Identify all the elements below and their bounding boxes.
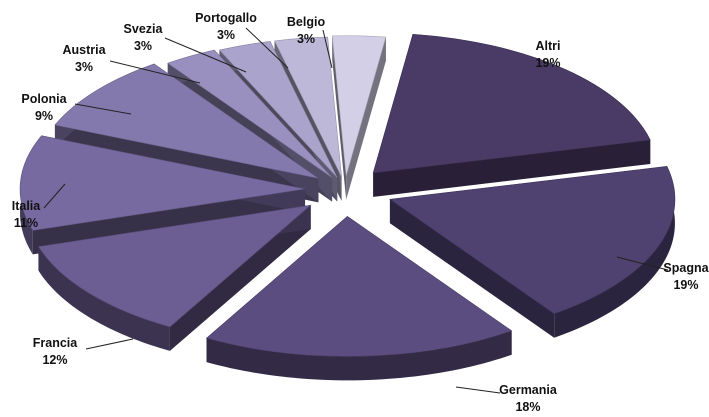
slice-label-altri: Altri	[536, 39, 561, 53]
slice-value-austria: 3%	[75, 60, 93, 74]
leader-line-portogallo	[245, 27, 289, 69]
leader-line-spagna	[616, 256, 669, 271]
slice-spagna	[389, 166, 676, 315]
slice-label-germania: Germania	[499, 383, 558, 397]
slice-value-belgio: 3%	[297, 32, 315, 46]
slice-value-portogallo: 3%	[217, 28, 235, 42]
slice-label-polonia: Polonia	[21, 92, 67, 106]
slice-rim	[554, 166, 675, 338]
slice-label-austria: Austria	[62, 43, 106, 57]
slice-rim	[38, 246, 170, 351]
slice-label-italia: Italia	[12, 199, 42, 213]
slice-value-spagna: 19%	[673, 278, 698, 292]
slice-portogallo	[274, 36, 342, 178]
slice-wall	[373, 139, 651, 197]
slice-value-francia: 12%	[42, 353, 67, 367]
slice-austria	[167, 49, 333, 178]
leader-line-belgio	[322, 29, 333, 69]
slice-labels: Altri 19% Spagna 19% Germania 18% Francia 12% It…	[12, 11, 709, 414]
slice-germania	[205, 215, 513, 357]
slice-value-altri: 19%	[535, 56, 560, 70]
slice-value-svezia: 3%	[134, 39, 152, 53]
slice-svezia	[218, 41, 338, 178]
slice-wall	[346, 37, 386, 200]
slice-value-italia: 11%	[14, 216, 38, 230]
slice-label-francia: Francia	[33, 336, 79, 350]
slice-top-layer	[19, 33, 676, 357]
leader-line-polonia	[74, 103, 132, 115]
leader-line-francia	[85, 338, 134, 350]
slice-label-svezia: Svezia	[124, 22, 164, 36]
slice-rim	[206, 330, 512, 381]
slice-label-portogallo: Portogallo	[195, 11, 257, 25]
slice-label-spagna: Spagna	[663, 261, 709, 275]
leader-line-austria	[109, 60, 201, 84]
slice-value-germania: 18%	[515, 400, 540, 414]
slice-wall	[169, 205, 311, 351]
slice-label-belgio: Belgio	[287, 15, 326, 29]
slice-value-polonia: 9%	[35, 109, 53, 123]
slice-francia	[37, 204, 312, 328]
slice-wall	[389, 199, 555, 338]
slice-belgio	[331, 35, 387, 176]
slice-polonia	[54, 63, 319, 179]
slice-italia	[19, 135, 306, 231]
slice-altri	[372, 33, 651, 174]
leader-lines	[43, 27, 669, 394]
leader-line-italia	[43, 183, 66, 209]
leader-line-germania	[455, 386, 501, 394]
slice-wall	[332, 35, 347, 200]
leader-line-svezia	[164, 37, 247, 73]
